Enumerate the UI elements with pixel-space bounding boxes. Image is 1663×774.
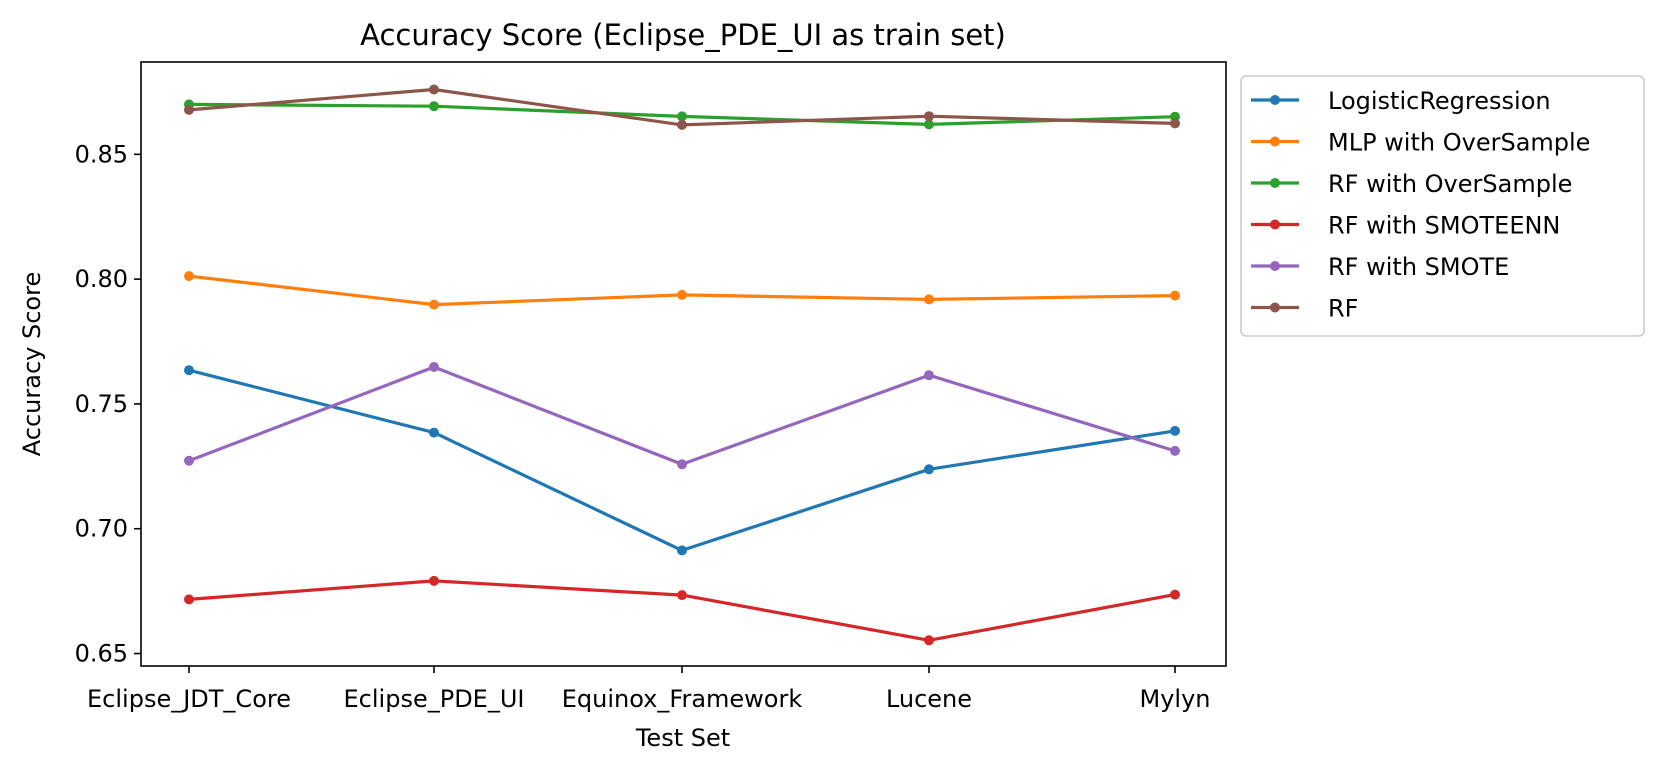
y-axis-label: Accuracy Score <box>18 272 46 456</box>
series-rf-with-smote <box>184 362 1180 470</box>
legend-item-rf: RF <box>1251 295 1358 323</box>
series-rf <box>184 84 1180 130</box>
data-point <box>677 289 687 300</box>
legend-label: LogisticRegression <box>1328 87 1551 115</box>
x-tick-label: Eclipse_JDT_Core <box>87 685 291 713</box>
x-axis: Eclipse_JDT_Core Eclipse_PDE_UI Equinox_Fr… <box>87 666 1211 713</box>
legend-item-rf-with-smoteenn: RF with SMOTEENN <box>1251 212 1560 240</box>
data-point <box>429 84 439 95</box>
x-tick-label: Lucene <box>886 685 972 713</box>
data-point <box>924 119 934 130</box>
chart-title: Accuracy Score (Eclipse_PDE_UI as train … <box>360 18 1006 52</box>
data-point <box>429 101 439 112</box>
data-point <box>677 459 687 470</box>
legend-label: RF with SMOTE <box>1328 253 1509 281</box>
legend-swatch-marker <box>1270 261 1280 271</box>
data-point <box>924 464 934 475</box>
data-point <box>677 111 687 122</box>
legend-label: RF with OverSample <box>1328 170 1572 198</box>
data-point <box>1170 290 1180 301</box>
data-point <box>1170 425 1180 436</box>
data-point <box>924 635 934 646</box>
data-point <box>184 365 194 376</box>
legend-item-rf-with-oversample: RF with OverSample <box>1251 170 1572 198</box>
y-axis: 0.65 0.70 0.75 0.80 0.85 <box>75 140 141 668</box>
legend-label: RF with SMOTEENN <box>1328 212 1560 240</box>
legend-box <box>1240 75 1645 337</box>
data-point <box>429 427 439 438</box>
series-line <box>188 365 1176 466</box>
data-point <box>1170 589 1180 600</box>
legend-item-logisticregression: LogisticRegression <box>1251 87 1551 115</box>
legend-swatch-marker <box>1270 95 1280 105</box>
legend-swatch-marker <box>1270 178 1280 188</box>
data-point <box>924 370 934 381</box>
data-point <box>677 545 687 556</box>
data-point <box>429 299 439 310</box>
data-point <box>429 575 439 586</box>
data-point <box>677 119 687 130</box>
legend: LogisticRegression MLP with OverSample RF … <box>1240 75 1645 337</box>
x-tick-label: Eclipse_PDE_UI <box>344 685 525 713</box>
legend-item-mlp-with-oversample: MLP with OverSample <box>1251 129 1590 157</box>
legend-swatch-marker <box>1270 136 1280 147</box>
legend-label: RF <box>1328 295 1358 323</box>
x-axis-label: Test Set <box>635 724 730 752</box>
data-point <box>184 455 194 466</box>
series-mlp-with-oversample <box>184 271 1180 310</box>
legend-swatch-marker <box>1270 219 1280 230</box>
y-tick-label: 0.65 <box>75 640 128 668</box>
series-line <box>188 579 1176 642</box>
series-rf-with-smoteenn <box>184 575 1180 646</box>
x-tick-label: Equinox_Framework <box>562 685 803 713</box>
y-tick-label: 0.70 <box>75 515 128 543</box>
x-tick-label: Mylyn <box>1140 685 1211 713</box>
plot-area <box>184 84 1180 646</box>
data-point <box>184 104 194 115</box>
legend-swatch-marker <box>1270 302 1280 313</box>
data-point <box>184 594 194 605</box>
y-tick-label: 0.75 <box>75 390 128 418</box>
data-point <box>184 271 194 282</box>
plot-frame <box>140 61 1227 667</box>
data-point <box>1170 118 1180 129</box>
y-tick-label: 0.85 <box>75 140 128 168</box>
data-point <box>429 362 439 372</box>
data-point <box>1170 445 1180 456</box>
legend-label: MLP with OverSample <box>1328 129 1590 157</box>
data-point <box>924 294 934 305</box>
data-point <box>677 590 687 601</box>
legend-item-rf-with-smote: RF with SMOTE <box>1251 253 1509 281</box>
series-logisticregression <box>184 365 1180 556</box>
data-point <box>924 111 934 122</box>
y-tick-label: 0.80 <box>75 265 128 293</box>
